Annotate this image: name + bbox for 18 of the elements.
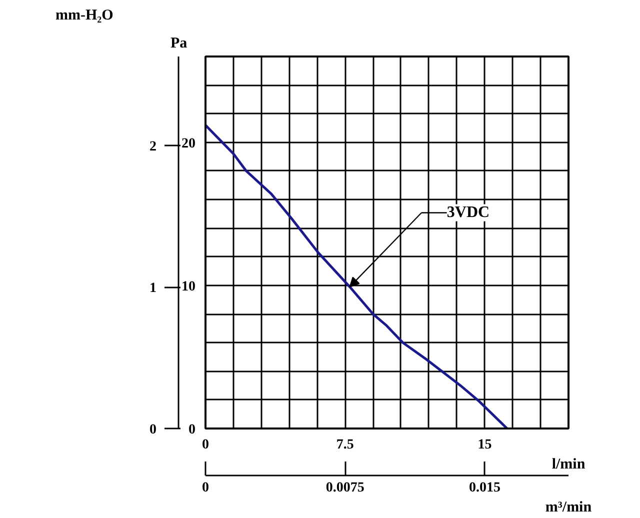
y-tick-label: 20 xyxy=(182,136,196,152)
x-axis-title: l/min xyxy=(552,456,586,472)
x-tick-label: 0 xyxy=(202,438,209,452)
y2-axis-title: mm-H₂O xyxy=(56,8,114,24)
annotation: 3VDC xyxy=(446,204,490,222)
x2-tick-label: 0.015 xyxy=(468,480,500,496)
x2-axis-title: m³/min xyxy=(545,500,592,516)
x-tick-label: 7.5 xyxy=(336,438,354,452)
x-tick-label: 15 xyxy=(478,438,492,452)
y-tick-label: 0 xyxy=(188,422,196,438)
y-axis-title: Pa xyxy=(170,36,188,52)
x2-tick-label: 0.0075 xyxy=(326,480,364,496)
x2-tick-label: 0 xyxy=(202,480,209,496)
y-tick-label: 10 xyxy=(182,279,196,294)
y2-tick-label: 0 xyxy=(150,422,156,438)
line-series xyxy=(206,124,508,428)
y2-tick-label: 2 xyxy=(150,140,156,155)
y2-tick-label: 1 xyxy=(150,281,156,296)
